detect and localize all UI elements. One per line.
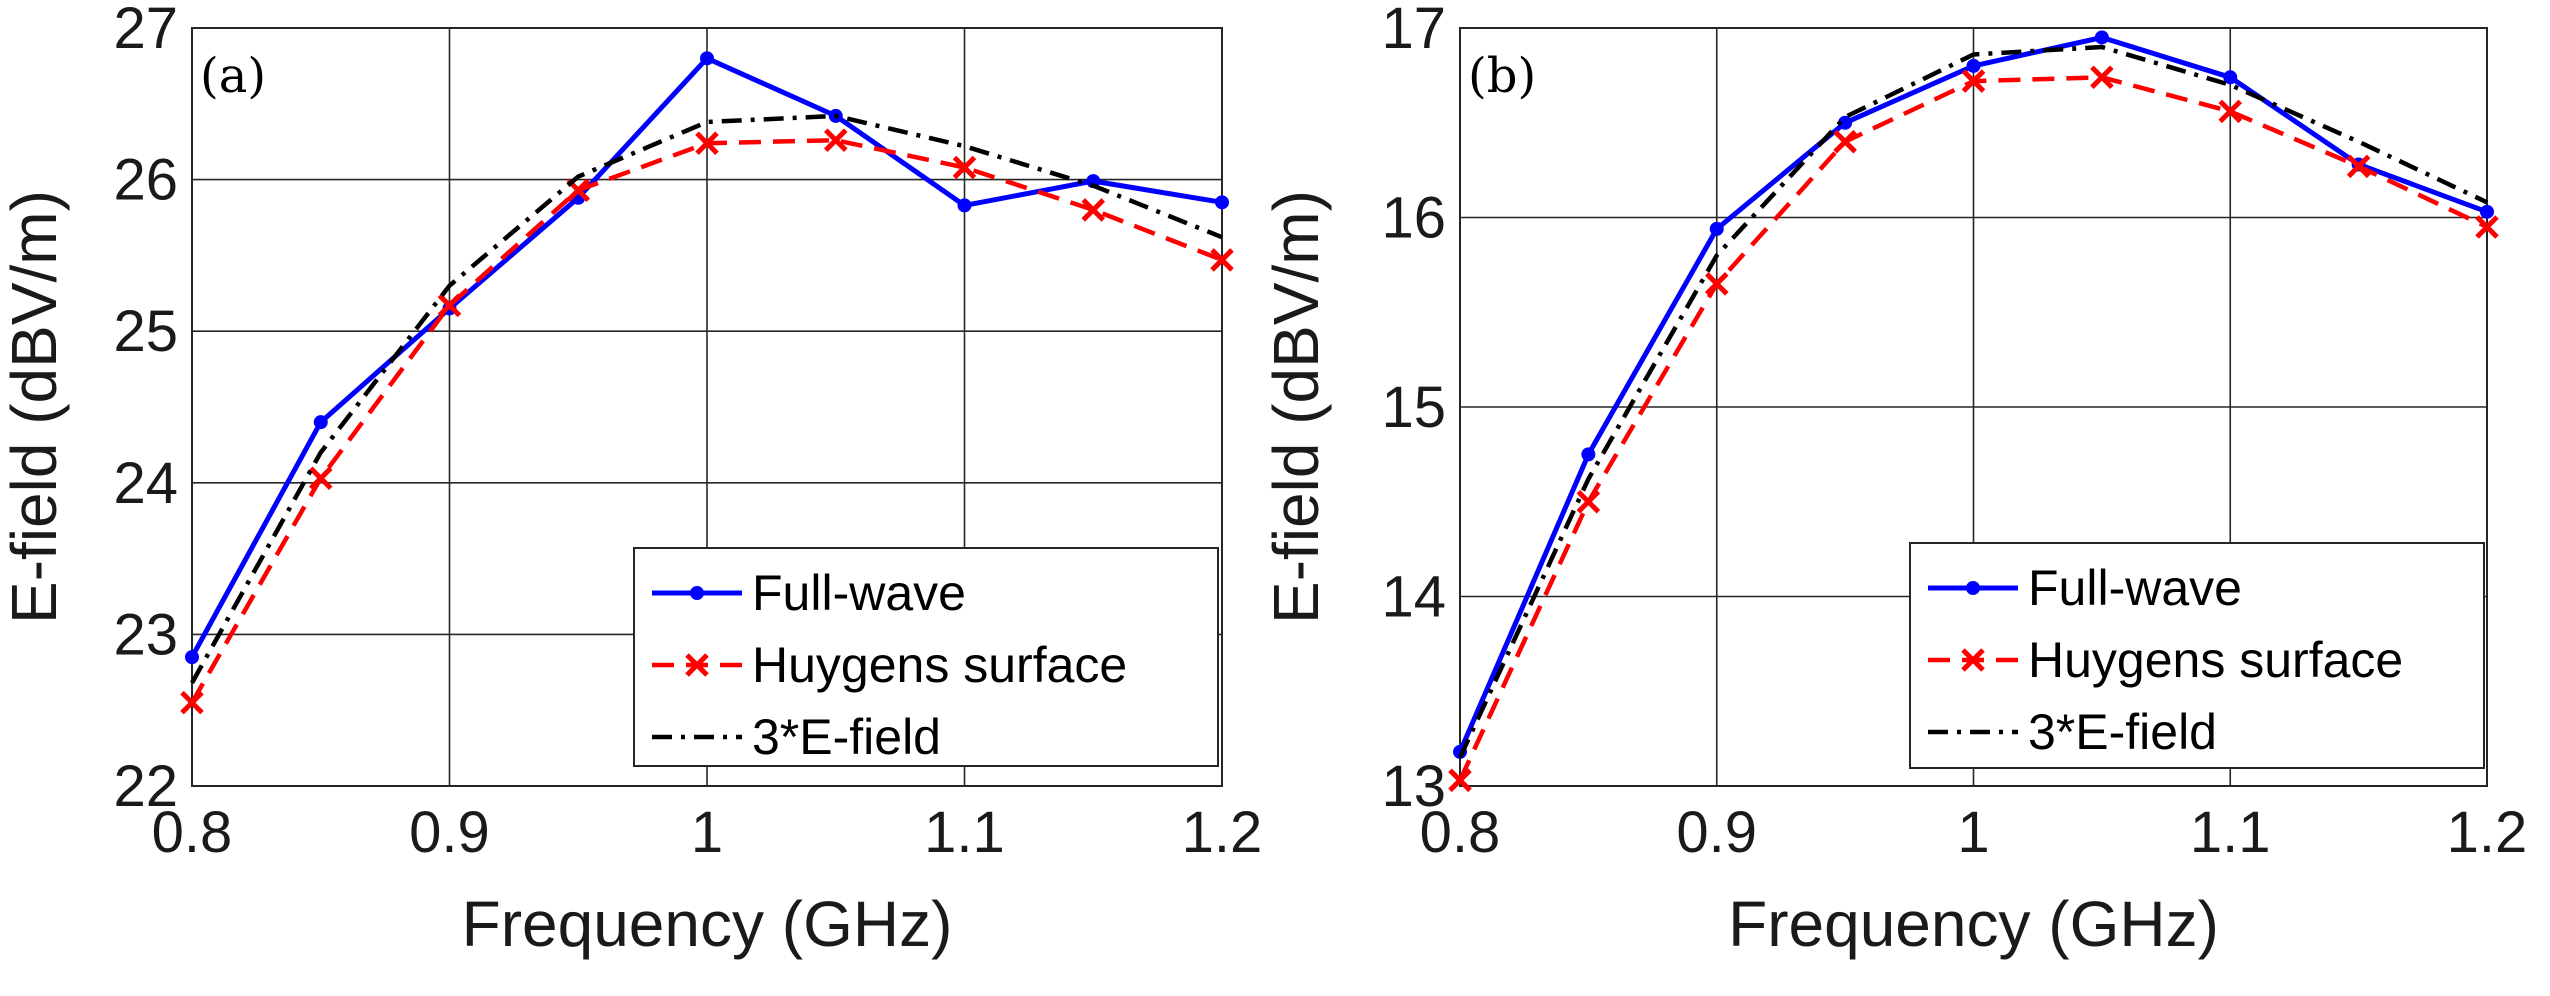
- series-line-3-e-field: [190, 113, 1223, 684]
- legend-label: Full-wave: [2028, 560, 2242, 616]
- data-point: [1215, 195, 1229, 210]
- series-line-3-e-field: [1457, 44, 2488, 759]
- data-point: [308, 466, 333, 491]
- chart-panel-a: 0.8 0.9 1 1.1 1.2 22 23 24 25 26 27 Frequency (GHz)…: [0, 0, 1262, 960]
- legend-swatch-marker: [1961, 648, 1985, 672]
- data-point: [2475, 215, 2499, 239]
- x-tick-label: 0.9: [409, 800, 490, 865]
- data-point: [180, 690, 204, 715]
- data-point: [957, 198, 972, 213]
- data-point: [952, 155, 977, 180]
- data-point: [2346, 154, 2371, 179]
- data-point: [700, 51, 714, 66]
- x-tick-label: 1: [691, 800, 723, 865]
- y-tick-label: 22: [113, 754, 178, 819]
- legend-box: [1909, 542, 2485, 769]
- panel-label: (b): [1468, 48, 1536, 104]
- y-tick-label: 16: [1381, 186, 1446, 251]
- x-axis-label: Frequency (GHz): [1728, 888, 2219, 960]
- data-point: [2090, 65, 2114, 90]
- data-point: [695, 131, 719, 155]
- data-point: [185, 650, 199, 665]
- data-point: [1704, 272, 1729, 296]
- legend: Full-wave Huygens surface 3*E-field: [1909, 542, 2485, 769]
- data-point: [1838, 115, 1853, 130]
- y-tick-label: 14: [1381, 565, 1446, 630]
- x-tick-label: 0.8: [1420, 800, 1501, 865]
- chart-panel-b: 0.8 0.9 1 1.1 1.2 13 14 15 16 17 Frequency (GHz) E-…: [1260, 0, 2527, 960]
- y-tick-label: 25: [113, 299, 178, 364]
- x-tick-label: 1.2: [1182, 800, 1263, 865]
- x-tick-label: 1.1: [2190, 800, 2271, 865]
- y-tick-label: 17: [1381, 0, 1446, 61]
- legend-label: Huygens surface: [752, 637, 1127, 693]
- y-tick-label: 26: [113, 148, 178, 213]
- x-axis-label: Frequency (GHz): [462, 888, 953, 960]
- y-tick-label: 13: [1381, 754, 1446, 819]
- y-tick-label: 23: [113, 602, 178, 667]
- x-tick-label: 0.8: [152, 800, 233, 865]
- data-point: [1448, 768, 1472, 793]
- legend-swatch-marker: [690, 586, 704, 600]
- data-point: [2218, 99, 2243, 124]
- y-tick-label: 27: [113, 0, 178, 61]
- data-point: [823, 128, 848, 152]
- x-tick-label: 1.2: [2447, 800, 2528, 865]
- legend-swatch-marker: [685, 653, 709, 677]
- data-point: [313, 415, 328, 430]
- data-point: [1081, 198, 1106, 222]
- y-axis-label: E-field (dBV/m): [1260, 190, 1332, 624]
- x-tick-label: 0.9: [1676, 800, 1757, 865]
- data-point: [1961, 69, 1986, 93]
- data-point: [1833, 129, 1857, 154]
- data-point: [1709, 221, 1724, 236]
- plot-frame: [191, 27, 1223, 787]
- legend-label: 3*E-field: [2028, 704, 2217, 760]
- panel-label: (a): [200, 48, 266, 104]
- data-point: [1581, 447, 1596, 462]
- legend-label: Full-wave: [752, 565, 966, 621]
- data-point: [1086, 174, 1101, 189]
- y-axis-label: E-field (dBV/m): [0, 190, 70, 624]
- legend-swatch-marker: [1966, 581, 1980, 595]
- x-tick-label: 1: [1957, 800, 1989, 865]
- x-tick-label: 1.1: [924, 800, 1005, 865]
- data-point: [2223, 70, 2238, 85]
- y-tick-label: 15: [1381, 375, 1446, 440]
- data-point: [1966, 58, 1981, 73]
- plot-frame: [1459, 27, 2488, 787]
- y-tick-label: 24: [113, 451, 178, 516]
- data-point: [2480, 204, 2494, 219]
- data-point: [1210, 248, 1234, 272]
- legend-label: 3*E-field: [752, 709, 941, 765]
- data-point: [2094, 30, 2109, 45]
- data-point: [1576, 489, 1601, 514]
- legend: Full-wave Huygens surface 3*E-field: [633, 547, 1219, 767]
- legend-label: Huygens surface: [2028, 632, 2403, 688]
- data-point: [437, 293, 462, 318]
- legend-box: [633, 547, 1219, 767]
